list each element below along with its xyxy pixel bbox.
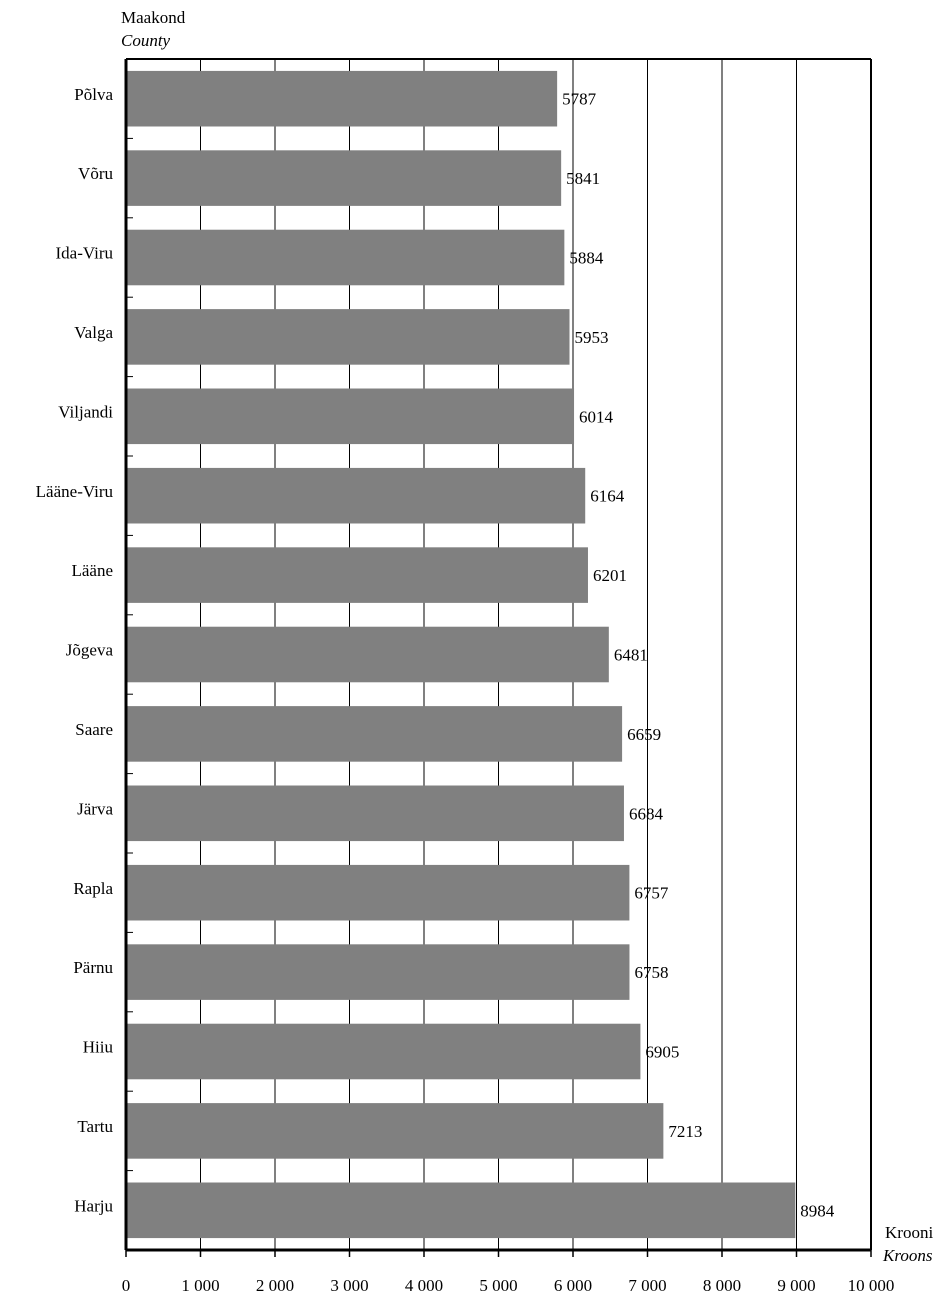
- value-label: 6201: [593, 566, 627, 585]
- value-label: 6659: [627, 725, 661, 744]
- bar: [126, 1182, 796, 1239]
- category-label: Põlva: [74, 85, 113, 104]
- value-label: 5787: [562, 90, 597, 109]
- value-label: 6758: [634, 963, 668, 982]
- value-label: 6757: [634, 884, 669, 903]
- bar: [126, 626, 609, 683]
- y-axis-title-en: County: [121, 31, 171, 50]
- bar: [126, 1023, 641, 1080]
- value-label: 7213: [668, 1122, 702, 1141]
- x-tick-label: 7 000: [628, 1276, 666, 1295]
- category-label: Rapla: [73, 879, 113, 898]
- category-label: Jõgeva: [66, 641, 114, 660]
- category-label: Hiiu: [83, 1038, 114, 1057]
- category-label: Saare: [75, 720, 113, 739]
- value-label: 6684: [629, 804, 664, 823]
- category-label: Viljandi: [58, 402, 113, 421]
- x-tick-label: 2 000: [256, 1276, 294, 1295]
- value-label: 6164: [590, 487, 625, 506]
- value-label: 5841: [566, 169, 600, 188]
- value-label: 8984: [800, 1201, 835, 1220]
- bars: [126, 70, 796, 1239]
- category-label: Võru: [78, 164, 113, 183]
- x-tick-label: 1 000: [181, 1276, 219, 1295]
- x-tick-label: 4 000: [405, 1276, 443, 1295]
- value-label: 5884: [569, 249, 604, 268]
- x-tick-label: 8 000: [703, 1276, 741, 1295]
- x-tick-label: 5 000: [479, 1276, 517, 1295]
- category-label: Ida-Viru: [55, 244, 113, 263]
- x-tick-label: 9 000: [777, 1276, 815, 1295]
- bar: [126, 864, 630, 921]
- category-label: Pärnu: [73, 958, 113, 977]
- x-axis-title-en: Kroons: [882, 1246, 933, 1265]
- bar: [126, 309, 570, 365]
- category-label: Lääne: [71, 561, 113, 580]
- x-tick-labels: 0 1 000 2 000 3 000 4 000 5 000 6 000 7 000 8 00…: [122, 1276, 895, 1295]
- bar: [126, 547, 588, 603]
- bar: [126, 388, 575, 445]
- bar: [126, 944, 630, 1000]
- value-label: 6014: [579, 407, 614, 426]
- x-tick-label: 6 000: [554, 1276, 592, 1295]
- bar: [126, 1103, 664, 1159]
- x-tick-label: 10 000: [848, 1276, 895, 1295]
- x-tick-label: 3 000: [330, 1276, 368, 1295]
- value-label: 5953: [574, 328, 608, 347]
- value-label: 6905: [645, 1043, 679, 1062]
- x-axis-title: Krooni: [885, 1223, 933, 1242]
- y-axis-title: Maakond: [121, 8, 186, 27]
- category-label: Lääne-Viru: [36, 482, 114, 501]
- category-labels: Põlva Võru Ida-Viru Valga Viljandi Lääne-Viru…: [36, 85, 114, 1216]
- x-tick-label: 0: [122, 1276, 131, 1295]
- category-label: Harju: [74, 1196, 113, 1215]
- bar: [126, 70, 558, 127]
- category-label: Valga: [74, 323, 113, 342]
- bar: [126, 467, 586, 524]
- bar: [126, 229, 565, 286]
- bar: [126, 785, 624, 842]
- bar: [126, 706, 623, 762]
- value-label: 6481: [614, 646, 648, 665]
- bar: [126, 150, 562, 206]
- axis-ticks: [125, 137, 872, 1257]
- category-label: Tartu: [77, 1117, 113, 1136]
- category-label: Järva: [77, 799, 113, 818]
- value-labels: 5787 5841 5884 5953 6014 6164 6201 6481 6659 6684…: [562, 90, 835, 1221]
